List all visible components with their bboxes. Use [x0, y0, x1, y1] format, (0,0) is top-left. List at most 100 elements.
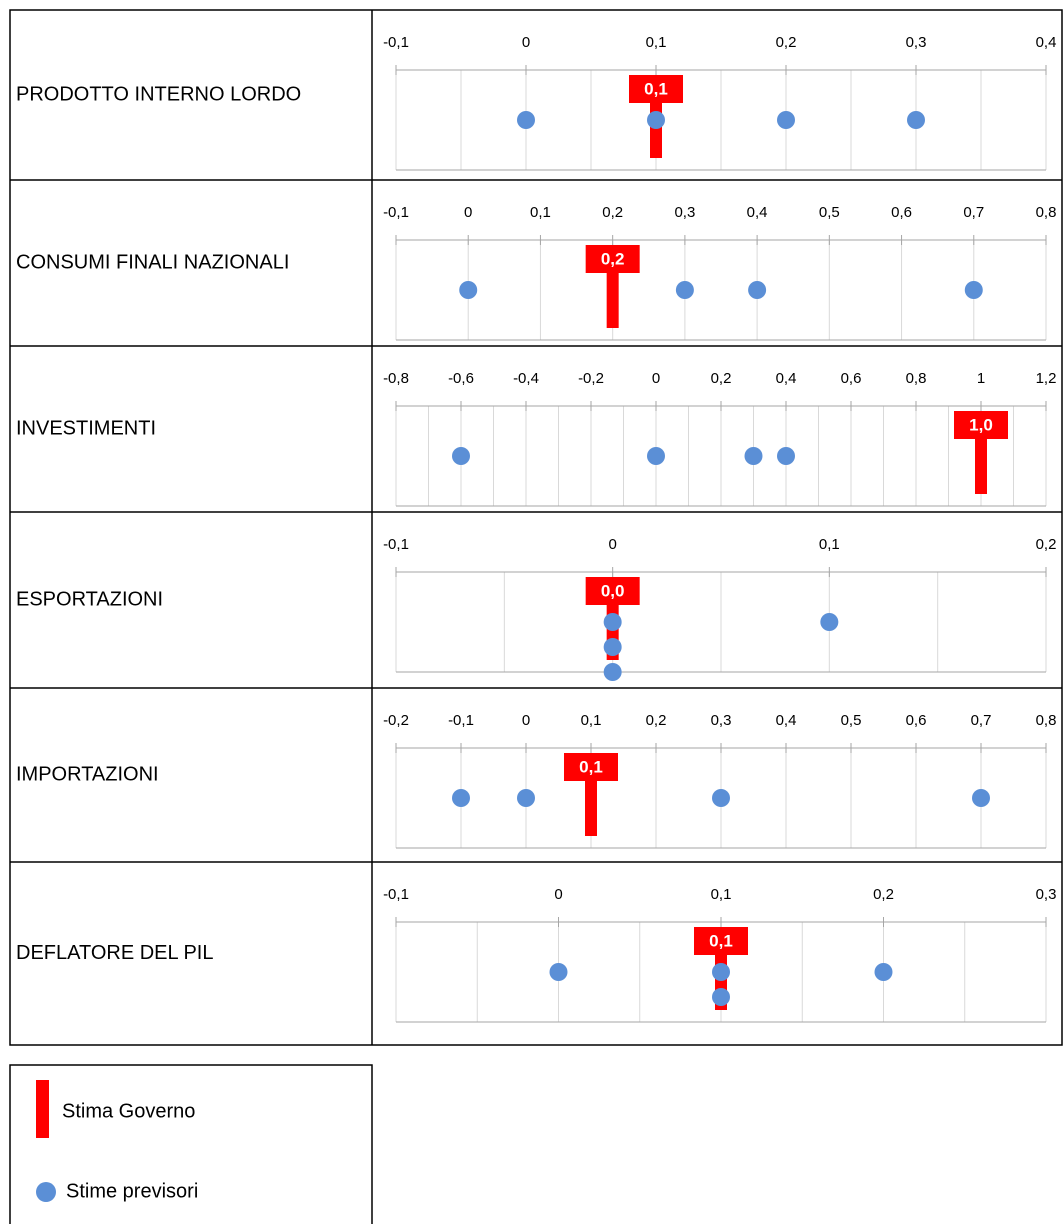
legend-swatch	[36, 1080, 49, 1138]
dot	[517, 789, 535, 807]
dot	[517, 111, 535, 129]
bar	[606, 272, 619, 328]
x-tick-label: 0,2	[711, 370, 732, 387]
dot	[675, 281, 694, 299]
bar	[975, 438, 987, 494]
x-tick-label: 0,4	[776, 370, 797, 387]
x-tick-label: 0,1	[819, 536, 840, 553]
x-tick-label: -0,1	[383, 536, 409, 553]
legend-label: Stime previsori	[66, 1180, 198, 1202]
x-tick-label: 0,7	[971, 712, 992, 729]
x-tick-label: 0,2	[776, 34, 797, 51]
x-tick-label: -0,1	[448, 712, 474, 729]
x-tick-label: 0	[522, 712, 530, 729]
x-tick-label: 0,1	[711, 886, 732, 903]
x-tick-label: 0	[522, 34, 530, 51]
x-tick-label: 0,2	[873, 886, 894, 903]
bar-label: 0,0	[601, 581, 625, 600]
dot	[712, 963, 730, 981]
dot	[820, 613, 839, 631]
row-label: ESPORTAZIONI	[16, 588, 163, 610]
row-label: DEFLATORE DEL PIL	[16, 942, 213, 964]
dot	[964, 281, 983, 299]
legend-label: Stima Governo	[62, 1100, 195, 1122]
x-tick-label: 0,3	[711, 712, 732, 729]
x-tick-label: 0,1	[530, 204, 551, 221]
dot	[712, 789, 730, 807]
dot	[647, 447, 665, 465]
row-label: PRODOTTO INTERNO LORDO	[16, 83, 301, 105]
x-tick-label: -0,6	[448, 370, 474, 387]
bar-label: 0,2	[601, 249, 625, 268]
x-tick-label: 0,6	[841, 370, 862, 387]
row-label: CONSUMI FINALI NAZIONALI	[16, 251, 289, 273]
x-tick-label: 0,5	[819, 204, 840, 221]
x-tick-label: 0,7	[963, 204, 984, 221]
dot	[452, 789, 470, 807]
x-tick-label: 0,1	[646, 34, 667, 51]
x-tick-label: 0,2	[602, 204, 623, 221]
x-tick-label: 0,1	[581, 712, 602, 729]
x-tick-label: 0	[464, 204, 472, 221]
bar	[585, 780, 597, 836]
x-tick-label: 0,4	[776, 712, 797, 729]
x-tick-label: 0,3	[906, 34, 927, 51]
legend-box	[9, 1064, 373, 1224]
bar-label-box	[585, 577, 640, 605]
x-tick-label: -0,1	[383, 204, 409, 221]
dot	[748, 281, 767, 299]
row-label: IMPORTAZIONI	[16, 763, 159, 785]
x-tick-label: -0,8	[383, 370, 409, 387]
x-tick-label: 0,5	[841, 712, 862, 729]
x-tick-label: 0,3	[674, 204, 695, 221]
x-tick-label: -0,1	[383, 886, 409, 903]
x-tick-label: 0,2	[646, 712, 667, 729]
bar-label: 0,1	[579, 757, 603, 776]
dot	[603, 613, 622, 631]
bar-label-box	[585, 245, 640, 273]
dot	[603, 663, 622, 681]
x-tick-label: 0,6	[891, 204, 912, 221]
x-tick-label: 0	[554, 886, 562, 903]
bar-label: 0,1	[709, 931, 733, 950]
dot	[907, 111, 925, 129]
x-tick-label: 0,6	[906, 712, 927, 729]
dot	[603, 638, 622, 656]
bar-label-box	[954, 411, 1008, 439]
dot	[459, 281, 478, 299]
x-tick-label: 1,2	[1036, 370, 1057, 387]
x-tick-label: 0,2	[1036, 536, 1057, 553]
dot	[712, 988, 730, 1006]
dot	[549, 963, 568, 981]
legend-swatch	[36, 1182, 56, 1202]
x-tick-label: -0,4	[513, 370, 539, 387]
bar-label-box	[564, 753, 618, 781]
dot	[452, 447, 470, 465]
dot	[777, 447, 795, 465]
dot	[874, 963, 893, 981]
bar-label: 1,0	[969, 415, 993, 434]
x-tick-label: 0,8	[1036, 204, 1057, 221]
x-tick-label: 0	[652, 370, 660, 387]
x-tick-label: -0,2	[578, 370, 604, 387]
x-tick-label: 0,8	[906, 370, 927, 387]
x-tick-label: 0	[608, 536, 616, 553]
x-tick-label: -0,2	[383, 712, 409, 729]
bar-label-box	[694, 927, 748, 955]
x-tick-label: -0,1	[383, 34, 409, 51]
x-tick-label: 0,3	[1036, 886, 1057, 903]
x-tick-label: 0,8	[1036, 712, 1057, 729]
row-label: INVESTIMENTI	[16, 417, 156, 439]
dot	[647, 111, 665, 129]
x-tick-label: 0,4	[1036, 34, 1057, 51]
bar-label-box	[629, 75, 683, 103]
x-tick-label: 1	[977, 370, 985, 387]
dot	[744, 447, 763, 465]
dot	[777, 111, 795, 129]
bar	[650, 102, 662, 158]
bar-label: 0,1	[644, 79, 668, 98]
dot	[972, 789, 990, 807]
table-border	[9, 9, 1063, 1046]
x-tick-label: 0,4	[747, 204, 768, 221]
